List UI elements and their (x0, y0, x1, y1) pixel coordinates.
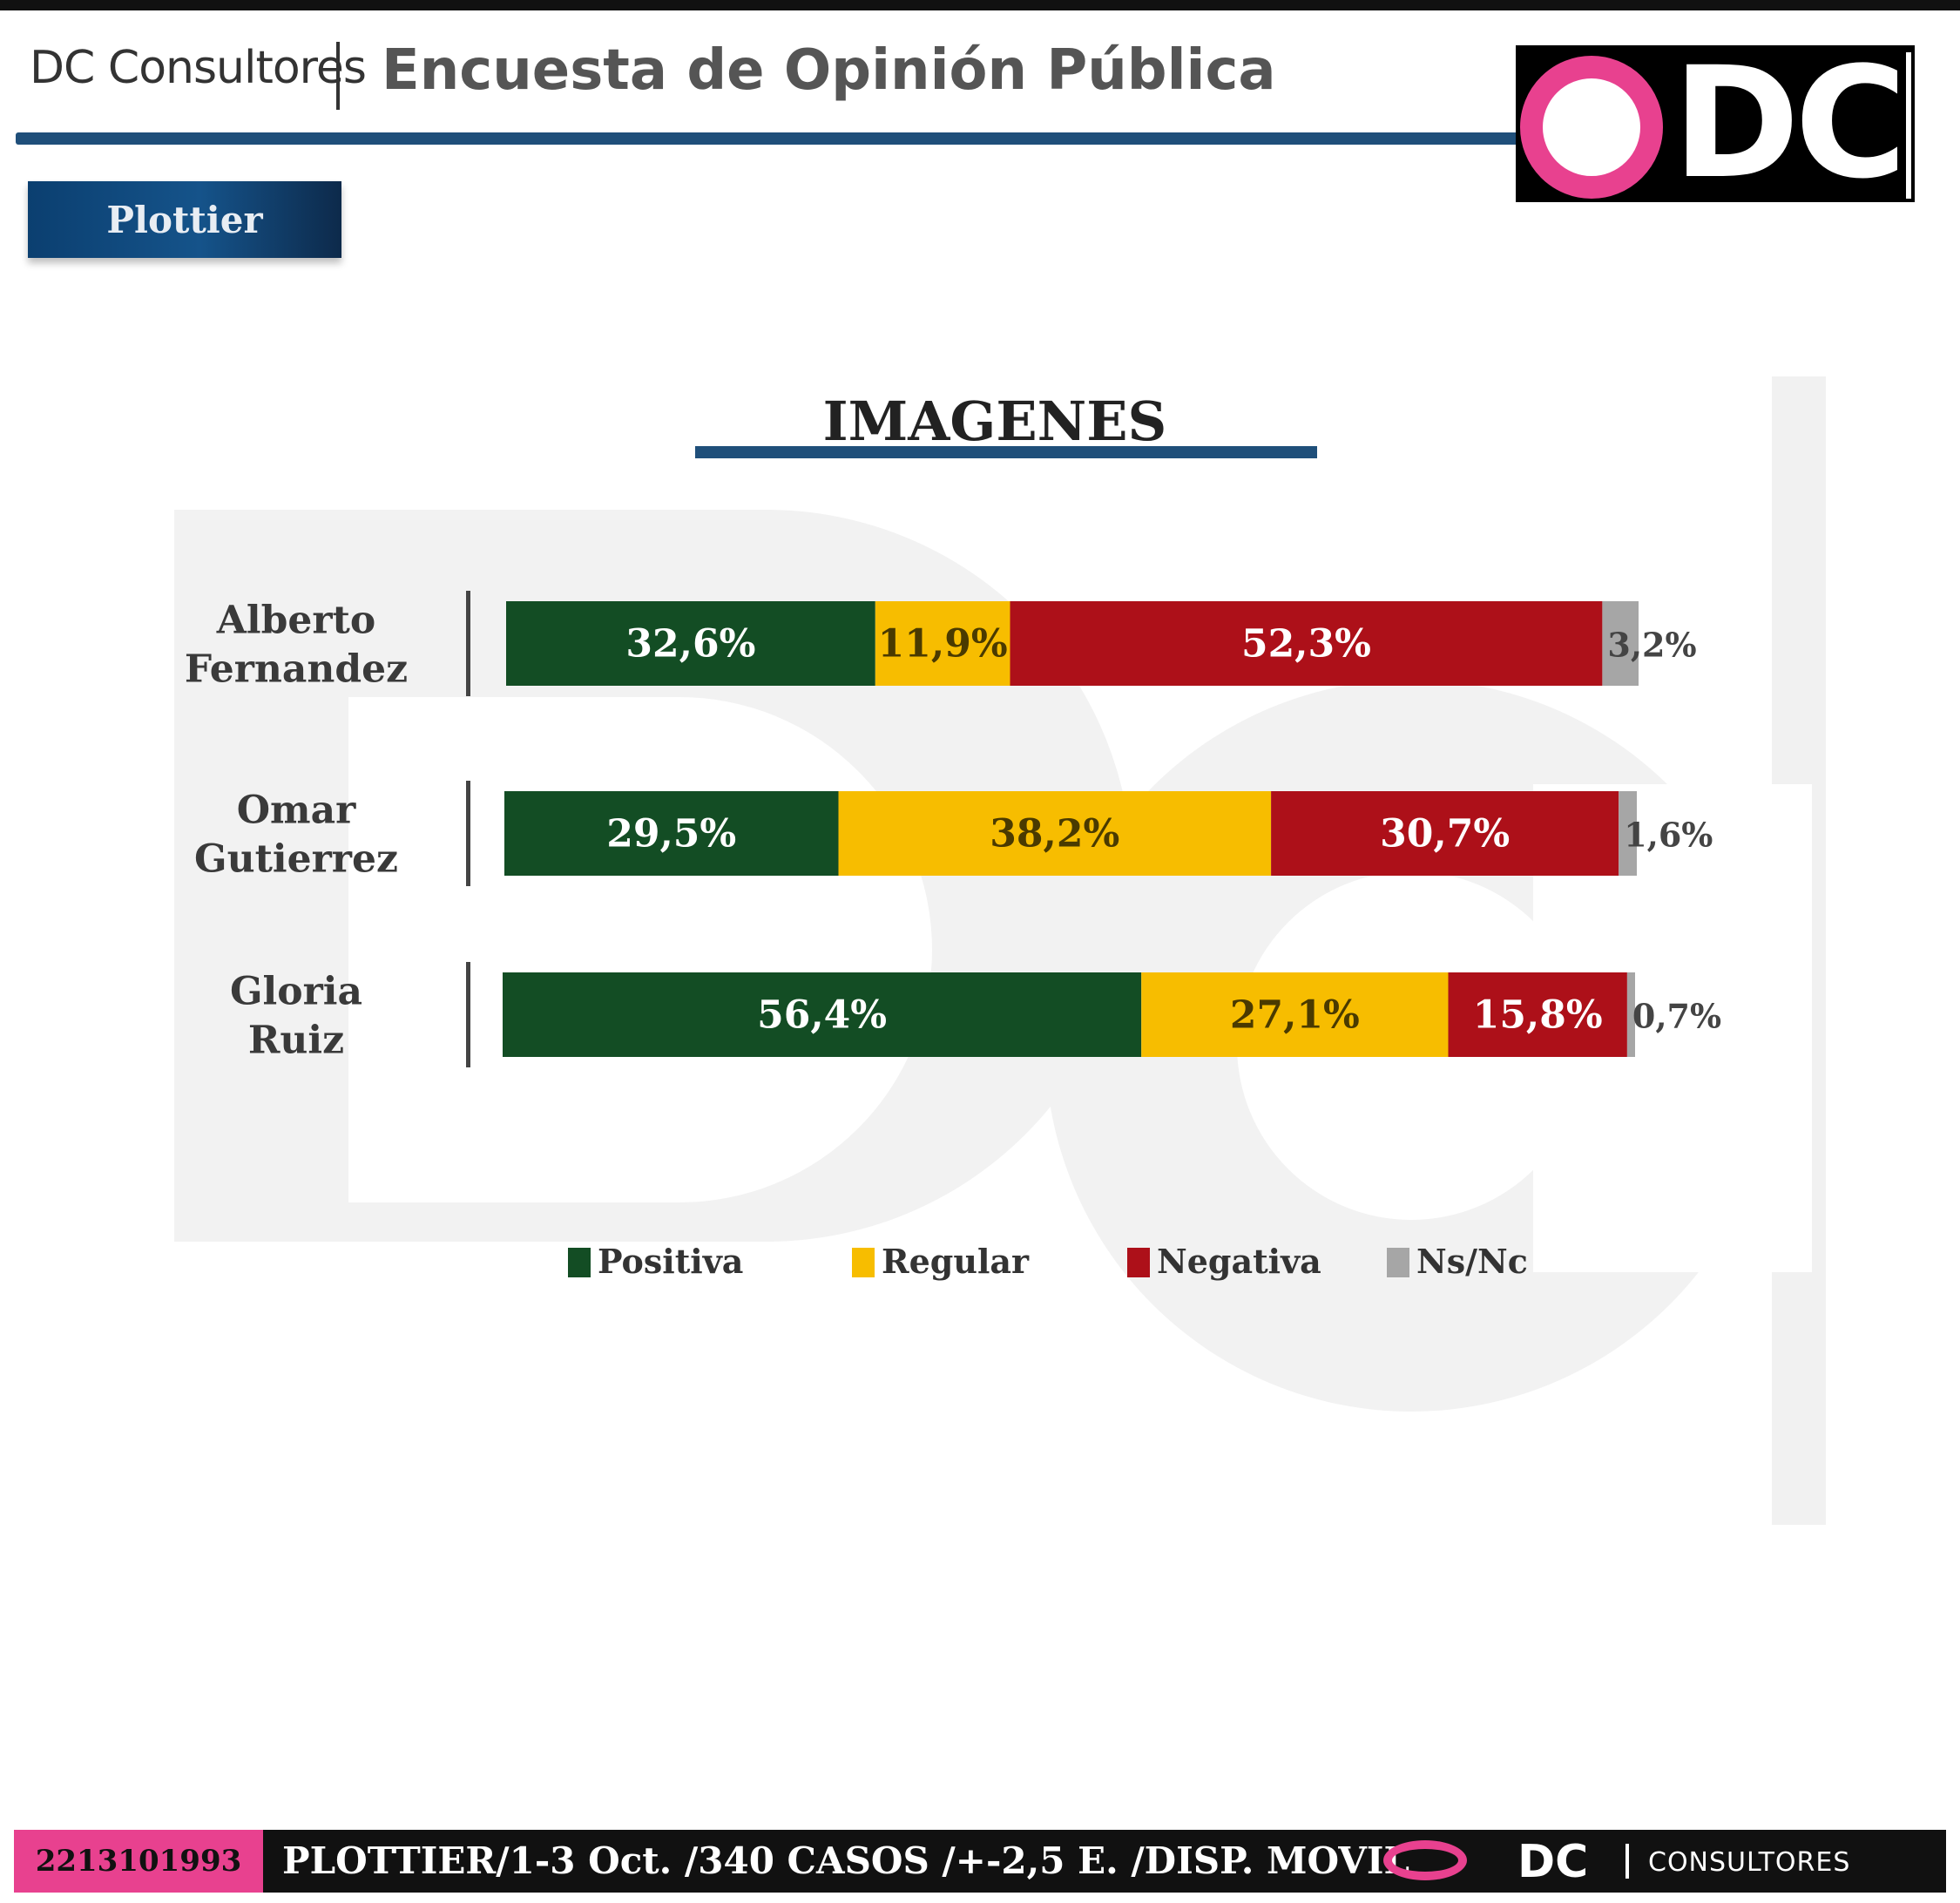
bar-segment-negativa (1010, 601, 1603, 686)
bar-segment-negativa (1448, 972, 1627, 1057)
legend-swatch (852, 1248, 875, 1277)
category-separator (466, 781, 470, 886)
bar-segment-positiva (503, 972, 1142, 1057)
data-label: 27,1% (1230, 993, 1360, 1038)
category-label-line: Gutierrez (194, 837, 398, 882)
data-label: 52,3% (1241, 622, 1371, 667)
chart-title: IMAGENES (823, 389, 1167, 453)
category-label-line: Alberto (216, 599, 375, 643)
bar-segment-regular (875, 601, 1010, 686)
bar-segment-regular (1141, 972, 1449, 1057)
footer-brand-separator (1625, 1844, 1629, 1879)
footer-survey-info: PLOTTIER/1-3 Oct. /340 CASOS /+-2,5 E. /… (282, 1839, 1410, 1882)
bar-segment-negativa (1271, 791, 1619, 876)
footer-dc-text: DC (1517, 1836, 1589, 1888)
data-label: 29,5% (606, 812, 736, 857)
legend-label: Ns/Nc (1416, 1242, 1528, 1281)
data-label: 56,4% (757, 993, 887, 1038)
legend-label: Negativa (1157, 1242, 1321, 1281)
data-label: 32,6% (625, 622, 755, 667)
bar-segment-nsnc (1626, 972, 1635, 1057)
category-label: Gloria Ruiz (230, 970, 362, 1063)
footer-bar (14, 1830, 1946, 1893)
data-label: 30,7% (1380, 812, 1510, 857)
legend-swatch (1127, 1248, 1150, 1277)
category-label-line: Ruiz (248, 1019, 344, 1063)
category-separator (466, 962, 470, 1067)
footer-phone: 2213101993 (14, 1830, 263, 1893)
category-label: Alberto Fernandez (185, 599, 408, 692)
data-label: 3,2% (1607, 626, 1696, 665)
legend-label: Regular (882, 1242, 1030, 1281)
legend-label: Positiva (598, 1242, 743, 1281)
bar-segment-nsnc (1602, 601, 1639, 686)
watermark-d-counter (348, 697, 932, 1202)
survey-title: Encuesta de Opinión Pública (382, 38, 1276, 103)
data-label: 38,2% (990, 812, 1119, 857)
bar-segment-regular (838, 791, 1272, 876)
category-separator (466, 591, 470, 696)
footer-consultores-text: CONSULTORES (1648, 1847, 1851, 1878)
chart-title-underline (695, 446, 1317, 458)
category-label: Omar Gutierrez (194, 789, 398, 882)
header-underline (16, 132, 1523, 145)
data-label: 15,8% (1473, 993, 1603, 1038)
imagenes-chart: IMAGENES Alberto Fernandez 32,6% 11,9% 52,3%… (174, 389, 1777, 1412)
category-label-line: Gloria (230, 970, 362, 1014)
data-label: 1,6% (1624, 816, 1713, 855)
brand-name: DC Consultores (30, 42, 367, 94)
legend-swatch (1387, 1248, 1409, 1277)
brand-separator (336, 42, 340, 110)
footer-ring-icon (1383, 1840, 1467, 1880)
bar-segment-positiva (506, 601, 875, 686)
logo-dc-text: DC (1673, 34, 1907, 213)
legend-swatch (568, 1248, 591, 1277)
location-badge: Plottier (28, 181, 341, 258)
data-label: 11,9% (878, 622, 1008, 667)
bar-segment-positiva (504, 791, 839, 876)
data-label: 0,7% (1632, 997, 1721, 1036)
top-border (0, 0, 1960, 10)
category-label-line: Fernandez (185, 647, 408, 692)
bar-segment-nsnc (1619, 791, 1637, 876)
category-label-line: Omar (237, 789, 356, 833)
logo-bar (1906, 52, 1911, 199)
